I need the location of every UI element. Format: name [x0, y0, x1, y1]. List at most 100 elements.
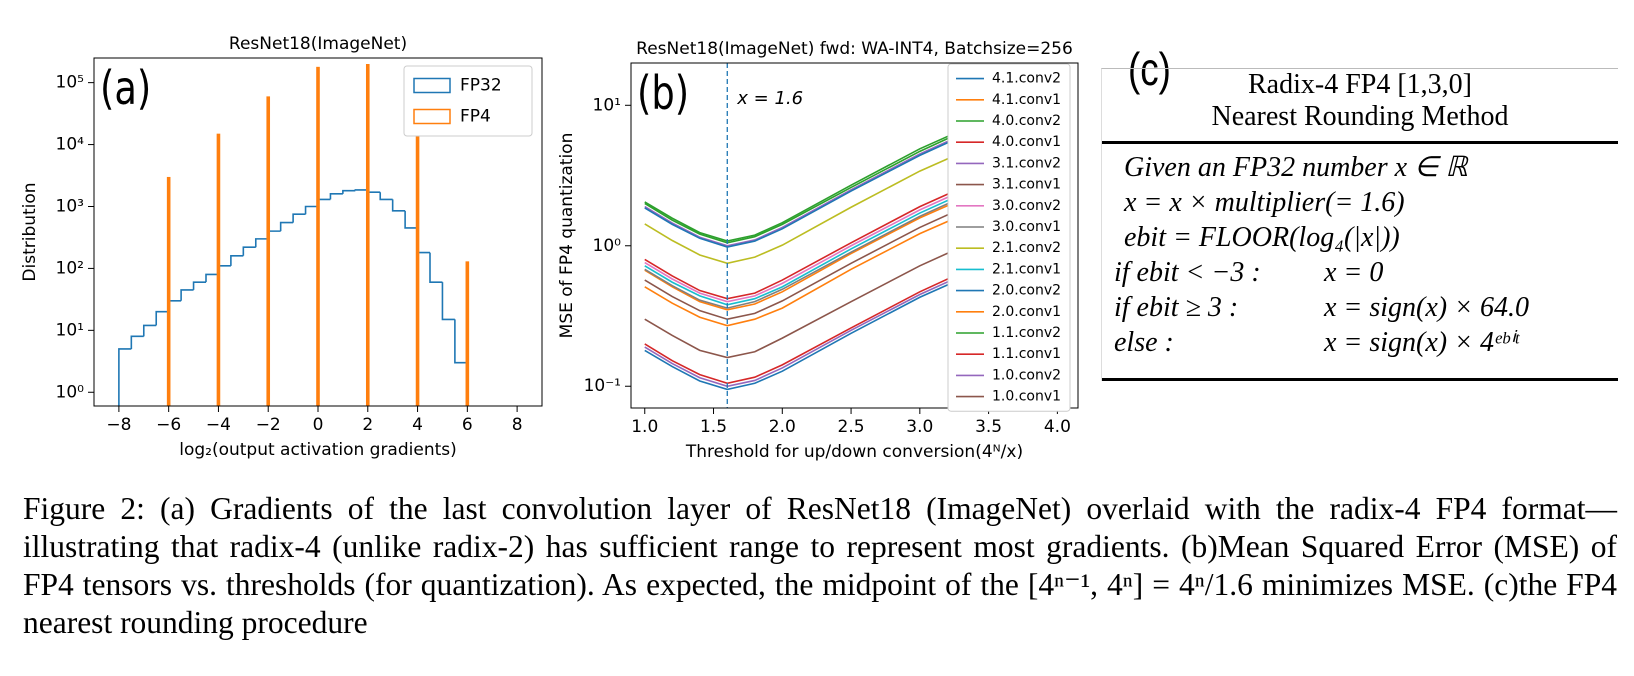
case-cond: if ebit < −3 : [1114, 257, 1261, 288]
case-cond: if ebit ≥ 3 : [1114, 292, 1239, 323]
legend-label: 2.1.conv2 [992, 240, 1061, 256]
histogram-step [254, 238, 269, 248]
x-axis-label: Threshold for up/down conversion(4ᴺ/x) [685, 442, 1023, 462]
x-tick-label: 2.5 [838, 417, 865, 437]
histogram-step [155, 310, 169, 326]
legend-label: 2.1.conv1 [992, 261, 1061, 277]
histogram-step [329, 193, 343, 200]
x-tick-label: −6 [156, 415, 181, 435]
x-tick-label: 4.0 [1044, 417, 1071, 437]
y-tick-label: 10⁴ [56, 135, 85, 155]
plot-frame [630, 62, 1079, 409]
case-cond: else : [1114, 327, 1174, 358]
x-tick-label: 4 [412, 415, 423, 435]
legend-label: 1.0.conv1 [992, 389, 1061, 405]
histogram-step [192, 281, 206, 290]
y-axis-label: Distribution [20, 182, 40, 281]
histogram-step [180, 289, 194, 301]
legend-box [947, 63, 1071, 412]
legend-label: 1.0.conv2 [992, 367, 1061, 383]
algorithm-box: Radix-4 FP4 [1,3,0] Nearest Rounding Met… [1101, 68, 1618, 381]
panel-label: (b) [637, 66, 689, 120]
x-tick-label: 3.5 [975, 417, 1002, 437]
algo-line: Given an FP32 number x ∈ ℝ [1124, 152, 1468, 183]
legend-label: 4.0.conv1 [992, 134, 1061, 150]
charts: ResNet18(ImageNet) log₂(output activation… [20, 34, 1079, 462]
bar [465, 261, 470, 406]
legend-label: 3.0.conv1 [992, 219, 1061, 235]
legend-label: 3.0.conv2 [992, 198, 1061, 214]
x-tick-label: 8 [512, 415, 523, 435]
legend-label: 3.1.conv1 [992, 177, 1061, 193]
x-tick-label: 6 [462, 415, 473, 435]
legend-label: 1.1.conv2 [992, 325, 1061, 341]
algo-case: if ebit < −3 : x = 0 [1102, 255, 1618, 290]
bar [365, 64, 370, 406]
caption-label: Figure 2: [23, 491, 145, 526]
x-tick-label: 1.0 [631, 417, 658, 437]
y-tick-label: 10⁻¹ [584, 376, 621, 396]
y-axis-label: MSE of FP4 quantization [557, 133, 577, 339]
legend-label: 4.0.conv2 [992, 113, 1061, 129]
algo-line: x = x × multiplier(= 1.6) [1124, 187, 1405, 218]
histogram-step [366, 189, 381, 194]
histogram-step [167, 299, 182, 312]
histogram-step [292, 213, 306, 223]
y-tick-label: 10³ [56, 196, 84, 216]
y-tick-label: 10⁵ [56, 73, 84, 93]
histogram-step [205, 273, 219, 283]
histogram-step [267, 230, 281, 239]
histogram-step [142, 324, 157, 337]
histogram-step [379, 192, 393, 201]
y-tick-label: 10² [56, 258, 84, 278]
histogram-step [454, 319, 469, 406]
plot-frame [93, 57, 543, 407]
y-tick-label: 10⁰ [56, 382, 85, 402]
y-tick-label: 10¹ [593, 95, 621, 115]
algo-case: if ebit ≥ 3 : x = sign(x) × 64.0 [1102, 290, 1618, 325]
histogram-step [416, 227, 430, 254]
plot-area [118, 64, 470, 406]
caption-text: (a) Gradients of the last convolution la… [23, 491, 1617, 640]
histogram-step [130, 335, 144, 349]
histogram-step [391, 199, 406, 212]
bar [166, 176, 171, 406]
bar [415, 96, 420, 406]
x-tick-label: −4 [206, 415, 231, 435]
x-tick-label: 2.0 [769, 417, 796, 437]
bar [316, 66, 320, 406]
algo-line: ebit = FLOOR(log₄(|x|)) [1124, 222, 1400, 253]
case-action: x = 0 [1324, 257, 1384, 288]
histogram-step [354, 189, 368, 191]
histogram-step [429, 252, 443, 283]
histogram-step [441, 282, 455, 321]
histogram-step [342, 189, 356, 194]
caption: Figure 2: (a) Gradients of the last conv… [23, 490, 1617, 642]
bar [216, 133, 221, 406]
rule [1102, 378, 1618, 381]
algo-title: Nearest Rounding Method [1211, 101, 1509, 132]
legend-box [403, 65, 533, 137]
histogram-step [404, 210, 418, 229]
x-tick-label: −8 [106, 415, 131, 435]
legend-label: FP32 [460, 76, 502, 96]
case-action: x = sign(x) × 4ᵉᵇⁱᵗ [1324, 327, 1519, 358]
x-tick-label: 1.5 [700, 417, 727, 437]
legend-label: 2.0.conv2 [992, 283, 1061, 299]
algo-case: else : x = sign(x) × 4ᵉᵇⁱᵗ [1102, 325, 1618, 360]
x-tick-label: 2 [362, 415, 373, 435]
histogram-step [118, 348, 132, 406]
panel-label: (a) [100, 61, 151, 115]
legend-label: 4.1.conv1 [992, 92, 1061, 108]
histogram-step [279, 221, 294, 232]
rule [1102, 141, 1618, 144]
chart-title: ResNet18(ImageNet) fwd: WA-INT4, Batchsi… [636, 39, 1073, 59]
case-action: x = sign(x) × 64.0 [1324, 292, 1529, 323]
legend-label: 3.1.conv2 [992, 155, 1061, 171]
legend-swatch [413, 77, 451, 94]
histogram-step [304, 205, 318, 215]
legend-label: 4.1.conv2 [992, 71, 1061, 87]
x-tick-label: 3.0 [906, 417, 933, 437]
annotation: x = 1.6 [736, 88, 803, 109]
